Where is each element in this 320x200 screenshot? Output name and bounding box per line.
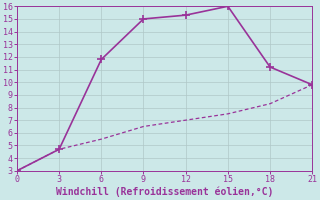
X-axis label: Windchill (Refroidissement éolien,°C): Windchill (Refroidissement éolien,°C) <box>56 187 273 197</box>
